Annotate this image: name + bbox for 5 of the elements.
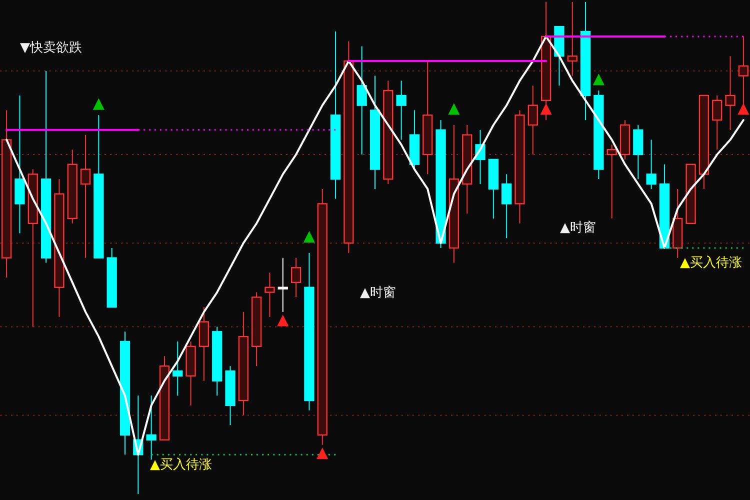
annotation: ▼快卖欲跌 [20,40,82,56]
annotation: ▲买入待涨 [150,458,212,473]
annotation: ▲买入待涨 [680,256,742,271]
annotation: ▲时窗 [560,220,596,236]
annotation: ▲时窗 [360,286,396,301]
